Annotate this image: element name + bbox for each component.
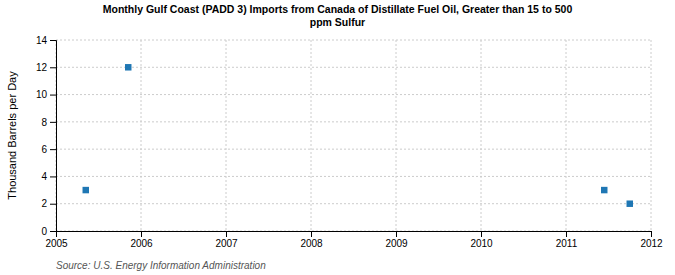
y-tick: 6 <box>41 144 56 155</box>
grid-line <box>481 40 482 231</box>
y-tick-mark <box>50 122 56 123</box>
x-tick-label: 2012 <box>640 238 663 249</box>
y-tick-label: 4 <box>41 171 47 182</box>
x-tick-label: 2011 <box>556 238 578 249</box>
y-tick: 4 <box>41 171 56 182</box>
x-tick: 2010 <box>470 231 493 249</box>
y-tick-label: 6 <box>41 144 47 155</box>
grid-line <box>226 40 227 231</box>
y-tick-label: 14 <box>36 35 48 46</box>
points <box>83 64 633 207</box>
y-tick-label: 0 <box>41 226 47 237</box>
grid-line <box>566 40 567 231</box>
x-axis-line <box>57 232 652 238</box>
source: Source: U.S. Energy Information Administ… <box>56 260 266 271</box>
y-axis-title: Thousand Barrels per Day <box>6 71 18 200</box>
x-tick-label: 2007 <box>215 238 238 249</box>
grid-line <box>396 40 397 231</box>
x-axis: 2005 2006 2007 2008 2009 2010 2011 2012 <box>45 231 663 249</box>
y-tick: 14 <box>36 35 56 46</box>
y-axis-line <box>50 41 57 232</box>
x-tick-mark <box>481 231 482 237</box>
y-tick: 0 <box>41 226 56 237</box>
grid-line <box>651 40 652 231</box>
grid-line <box>311 40 312 231</box>
y-tick-mark <box>50 149 56 150</box>
x-tick: 2012 <box>640 231 663 249</box>
x-tick-mark <box>566 231 567 237</box>
title: Monthly Gulf Coast (PADD 3) Imports from… <box>103 3 573 28</box>
grid-line <box>56 149 651 150</box>
y-tick: 8 <box>41 117 56 128</box>
y-tick-mark <box>50 67 56 68</box>
x-tick-mark <box>141 231 142 237</box>
y-tick-mark <box>50 95 56 96</box>
y-tick-label: 8 <box>41 117 47 128</box>
grid-line <box>56 176 651 177</box>
x-tick: 2006 <box>130 231 153 249</box>
y-tick-label: 12 <box>36 62 48 73</box>
x-tick-mark <box>651 231 652 237</box>
chart: Monthly Gulf Coast (PADD 3) Imports from… <box>0 0 675 275</box>
grid-line <box>56 67 651 68</box>
y-tick-label: 10 <box>36 89 48 100</box>
y-tick-mark <box>50 204 56 205</box>
x-tick-label: 2010 <box>470 238 493 249</box>
point <box>125 64 131 70</box>
y-tick-mark <box>50 231 56 232</box>
x-tick-mark <box>226 231 227 237</box>
x-tick: 2007 <box>215 231 238 249</box>
x-tick: 2009 <box>385 231 408 249</box>
x-tick-mark <box>396 231 397 237</box>
grid <box>56 40 651 231</box>
x-tick-label: 2005 <box>45 238 68 249</box>
x-tick: 2008 <box>300 231 323 249</box>
y-axis: 0 2 4 6 8 10 12 14 <box>36 35 57 237</box>
x-tick: 2005 <box>45 231 68 249</box>
x-tick: 2011 <box>556 231 578 249</box>
grid-line <box>56 203 651 204</box>
grid-line <box>56 94 651 95</box>
x-tick-label: 2006 <box>130 238 153 249</box>
point <box>83 187 89 193</box>
plot: 2005 2006 2007 2008 2009 2010 2011 2012 0 2 4 6 8 10 1… <box>36 35 663 249</box>
y-tick-mark <box>50 176 56 177</box>
grid-line <box>56 40 651 41</box>
y-tick-label: 2 <box>41 198 47 209</box>
y-tick-mark <box>50 40 56 41</box>
y-tick: 2 <box>41 198 56 209</box>
x-tick-label: 2009 <box>385 238 408 249</box>
y-tick: 12 <box>36 62 56 73</box>
x-tick-mark <box>311 231 312 237</box>
point <box>627 200 633 206</box>
y-tick: 10 <box>36 89 56 100</box>
x-tick-label: 2008 <box>300 238 323 249</box>
grid-line <box>56 121 651 122</box>
point <box>601 187 607 193</box>
grid-line <box>141 40 142 231</box>
